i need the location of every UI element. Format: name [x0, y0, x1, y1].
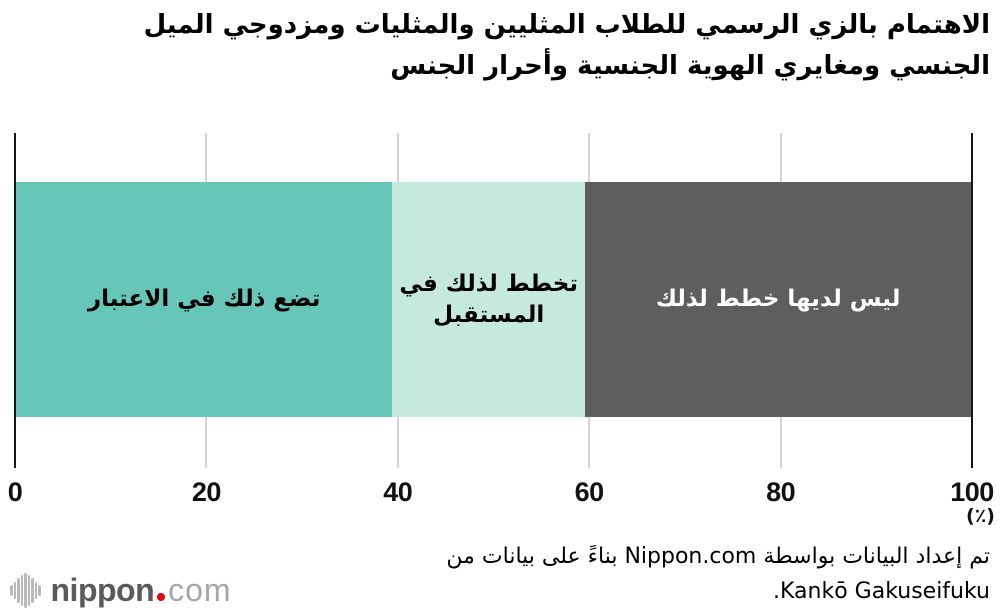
x-tick-label: 40 [383, 477, 413, 507]
stacked-bar: تضع ذلك في الاعتبار تخطط لذلك في المستقبل… [16, 182, 971, 417]
nippon-logo: nippon com [10, 570, 232, 610]
x-tick-label: 100 [950, 477, 994, 507]
x-tick-label: 60 [574, 477, 605, 507]
axis-line [14, 133, 16, 468]
bar-segment: تخطط لذلك في المستقبل [392, 182, 586, 417]
bar-segment: تضع ذلك في الاعتبار [16, 182, 393, 417]
chart-title-line1: الاهتمام بالزي الرسمي للطلاب المثليين وا… [143, 10, 990, 40]
x-axis-unit-label: (٪) [966, 505, 995, 527]
waveform-icon [10, 571, 41, 609]
bar-segment: ليس لديها خطط لذلك [585, 182, 971, 417]
logo-text-com: com [168, 571, 232, 608]
source-note-line2: Kankō Gakuseifuku. [773, 579, 990, 604]
x-tick-label: 0 [7, 477, 23, 507]
bar-segment-label: تخطط لذلك في المستقبل [399, 270, 578, 328]
logo-wordmark: nippon com [51, 572, 232, 609]
x-tick-label: 20 [191, 477, 222, 507]
bar-segment-label: تضع ذلك في الاعتبار [87, 286, 321, 312]
chart-title-line2: الجنسي ومغايري الهوية الجنسية وأحرار الج… [390, 51, 990, 81]
logo-text-nippon: nippon [50, 571, 155, 608]
x-axis-tick-labels: 0 20 40 60 80 100 [8, 477, 995, 511]
logo-dot [157, 592, 166, 601]
axis-line [971, 133, 973, 468]
source-note-line1: تم إعداد البيانات بواسطة Nippon.com بناء… [446, 544, 990, 569]
x-tick-label: 80 [766, 477, 796, 507]
chart-title: الاهتمام بالزي الرسمي للطلاب المثليين وا… [10, 5, 990, 87]
source-note: تم إعداد البيانات بواسطة Nippon.com بناء… [260, 539, 990, 609]
plot-area: تضع ذلك في الاعتبار تخطط لذلك في المستقبل… [14, 133, 973, 468]
bar-segment-label: ليس لديها خطط لذلك [655, 286, 901, 312]
